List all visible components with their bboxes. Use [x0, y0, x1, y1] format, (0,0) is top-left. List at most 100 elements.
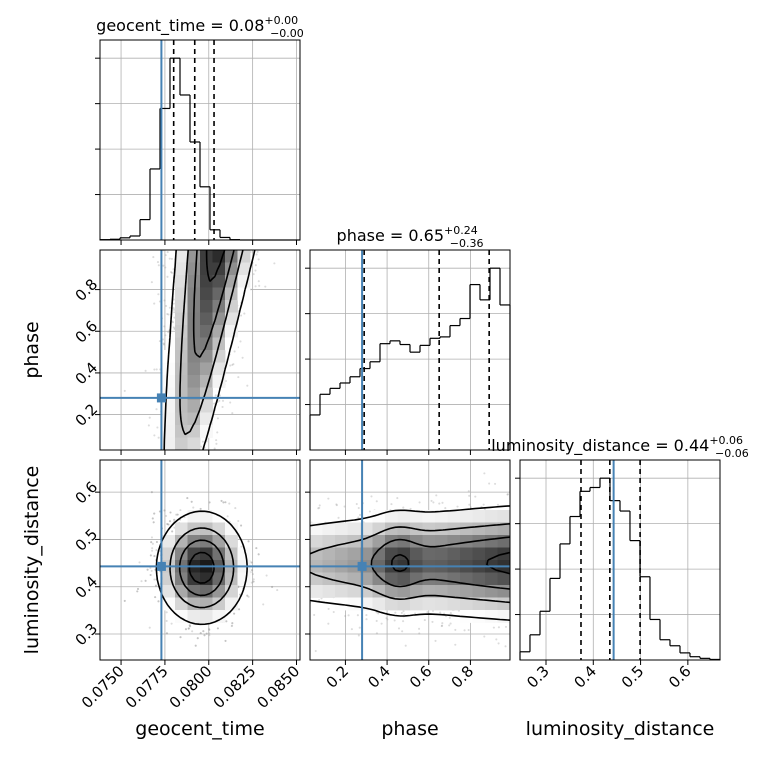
- p10-point-530: [164, 254, 167, 257]
- p10-point-723: [216, 417, 219, 420]
- p21-point-683: [426, 611, 429, 614]
- p10-cell-7-12: [187, 400, 201, 413]
- p10-cell-7-9: [187, 362, 201, 376]
- p10-point-1388: [216, 431, 219, 434]
- p10-point-975: [273, 262, 276, 265]
- p20-point-1400: [250, 561, 253, 564]
- p10-point-252: [237, 376, 240, 379]
- p20-point-1388: [173, 518, 176, 521]
- p10-cell-6-15: [175, 437, 188, 450]
- p10-point-1230: [221, 399, 225, 402]
- p21-point-10: [394, 611, 397, 614]
- p20-point-546: [179, 636, 182, 639]
- p10-contour-0: [163, 250, 256, 450]
- p20-point-806: [265, 574, 268, 577]
- p21-point-586: [482, 503, 485, 506]
- p20-point-1317: [203, 634, 206, 637]
- p21-point-971: [467, 490, 470, 493]
- p10-cell-10-5: [225, 312, 238, 326]
- p20-point-1285: [136, 590, 139, 593]
- p20-point-1359: [199, 632, 202, 635]
- p10-cell-5-10: [162, 375, 176, 388]
- p20-point-885: [230, 625, 233, 628]
- p10-cell-9-1: [212, 262, 226, 276]
- p10-point-25: [153, 434, 156, 437]
- p10-cell-5-15: [162, 437, 176, 450]
- p20-contour-1: [169, 527, 235, 609]
- p20-point-16: [199, 507, 202, 510]
- p20-point-222: [163, 509, 166, 512]
- p21-point-470: [313, 613, 316, 616]
- p10-point-1229: [239, 340, 242, 343]
- p21-point-499: [401, 630, 404, 633]
- p20-point-1376: [240, 524, 243, 527]
- p21-point-754: [400, 611, 403, 614]
- p20-point-567: [225, 620, 228, 623]
- p20-point-1569: [196, 637, 199, 640]
- p20-point-1580: [190, 500, 193, 503]
- p21-point-338: [435, 494, 438, 497]
- p10-point-837: [150, 281, 153, 284]
- p10-point-268: [155, 408, 158, 411]
- p20-point-1081: [222, 501, 225, 504]
- p10-cell-6-14: [175, 425, 188, 438]
- p20-point-244: [208, 501, 211, 504]
- hist-luminosity_distance: [519, 460, 721, 661]
- p20-point-68: [188, 624, 191, 627]
- p20-point-1005: [151, 542, 154, 545]
- p10-cell-7-1: [187, 262, 201, 276]
- hist-lumdist-grid: [545, 460, 689, 665]
- p10-contour-1: [179, 250, 244, 436]
- p21-point-1317: [431, 620, 434, 623]
- p21-point-737: [440, 625, 443, 628]
- p20-point-1488: [216, 627, 219, 630]
- p20-density: [123, 491, 279, 647]
- p20-point-1246: [257, 553, 260, 556]
- p20-point-1036: [224, 639, 227, 642]
- p20-point-94: [187, 627, 190, 630]
- p21-point-1255: [454, 628, 457, 631]
- p20-point-485: [149, 573, 152, 577]
- p10-point-524: [200, 445, 203, 448]
- p20-point-39: [169, 511, 172, 514]
- p20-point-592: [192, 506, 195, 509]
- p20-cell-7-12: [187, 610, 201, 623]
- p21-point-615: [449, 622, 452, 625]
- p10-cell-8-3: [200, 287, 213, 301]
- p10-point-150: [243, 312, 246, 315]
- p20-point-790: [237, 519, 240, 523]
- p20-point-1288: [144, 579, 147, 582]
- p21-point-469: [456, 505, 459, 508]
- p10-point-680: [123, 389, 126, 392]
- p20-cell-5-10: [162, 585, 176, 598]
- p21-point-656: [439, 611, 442, 614]
- p20-point-960: [165, 619, 168, 623]
- p10-cell-6-2: [175, 275, 188, 288]
- p21-point-223: [347, 614, 350, 617]
- p20-point-600: [165, 514, 168, 518]
- p10-point-1231: [254, 264, 257, 267]
- p20-cell-10-5: [225, 522, 238, 536]
- p20-point-930: [252, 578, 255, 581]
- p20-point-1599: [208, 628, 211, 631]
- p20-point-530: [153, 512, 156, 515]
- p20-point-934: [155, 549, 158, 552]
- p21-point-125: [483, 472, 486, 475]
- p20-point-557: [176, 513, 179, 516]
- p10-cell-8-8: [200, 350, 213, 363]
- p20-cell-9-11: [212, 597, 226, 611]
- p10-point-1240: [164, 334, 167, 337]
- p10-cell-10-0: [225, 250, 238, 263]
- p10-point-76: [201, 440, 204, 443]
- p21-point-162: [350, 628, 353, 631]
- p10-cell-7-10: [187, 375, 201, 388]
- p20-point-899: [150, 569, 153, 572]
- p20-point-14: [224, 639, 227, 642]
- p10-point-1272: [233, 350, 236, 353]
- p20-point-437: [123, 599, 126, 602]
- p20-point-597: [234, 507, 237, 510]
- p21-point-908: [370, 495, 373, 498]
- p10-point-246: [256, 250, 259, 253]
- p10-point-864: [218, 399, 221, 402]
- p20-point-295: [203, 634, 206, 637]
